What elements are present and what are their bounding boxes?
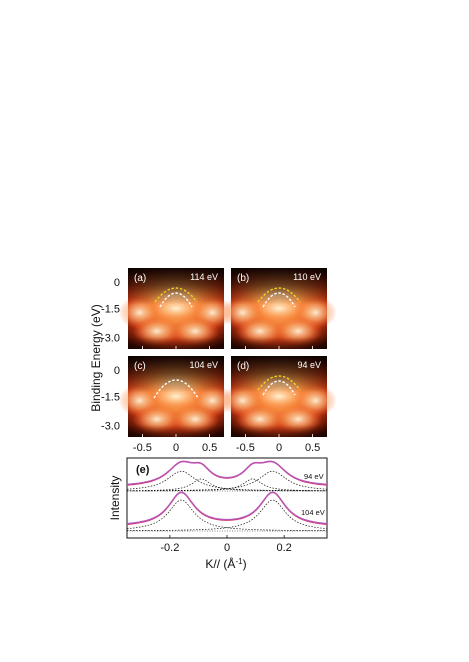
panel-shade (231, 356, 327, 437)
panel-shade (231, 268, 327, 349)
x-tick-label: 0.5 (202, 442, 217, 454)
panel-energy: 114 eV (190, 272, 218, 282)
arpes-panels: (a) 114 eV (b) 110 eV (c) 104 eV (d) 94 eV (118, 268, 337, 437)
mdc-x-label-close: ) (243, 557, 247, 571)
y-tick-label: 0 (114, 365, 120, 377)
y-tick-label: -3.0 (101, 333, 120, 345)
x-tick-label: 0.5 (305, 442, 320, 454)
y-tick-label: 0 (114, 277, 120, 289)
mdc-curves (126, 460, 328, 532)
mdc-x-tick-label: 0.2 (276, 542, 291, 554)
mdc-x-tick-label: 0 (224, 542, 230, 554)
arpes-panel-3: (c) 104 eV (118, 356, 234, 437)
panel-energy: 94 eV (297, 360, 321, 370)
band-inner-white (159, 292, 193, 308)
band-inner-white (262, 380, 296, 396)
x-tick-label: 0 (173, 442, 179, 454)
arpes-panel-4: (d) 94 eV (221, 356, 337, 437)
arpes-panel-1: (a) 114 eV (118, 268, 234, 349)
mdc-x-axis-label: K// (Å-1) (205, 556, 246, 571)
mdc-panel-letter: (e) (136, 464, 150, 476)
mdc-panel: (e) 94 eV 104 eV -0.2 0 0.2 Intensity K// … (108, 457, 328, 571)
panel-letter: (b) (237, 273, 249, 284)
arpes-y-axis-label: Binding Energy (eV) (89, 304, 103, 411)
mdc-x-label-unit: (Å (220, 556, 235, 571)
panel-shade (128, 268, 224, 349)
mdc-94-fit (126, 461, 328, 485)
band-outer-yellow (257, 287, 301, 303)
arpes-x-tick-labels: -0.5 0 0.5 -0.5 0 0.5 (133, 442, 320, 454)
mdc-y-axis-label: Intensity (108, 476, 122, 521)
mdc-curve-label-94: 94 eV (304, 472, 324, 481)
band-outer-yellow (154, 287, 198, 303)
panel-letter: (a) (134, 273, 146, 284)
mdc-104-component (126, 499, 327, 531)
panel-letter: (c) (134, 361, 146, 372)
y-tick-label: -3.0 (101, 421, 120, 433)
panel-energy: 104 eV (189, 360, 218, 370)
band-outer-yellow (257, 375, 301, 391)
panel-shade (128, 356, 224, 437)
mdc-94-component (127, 478, 327, 492)
band-inner-white (262, 292, 296, 308)
mdc-104-component (127, 499, 328, 531)
mdc-x-tick-label: -0.2 (160, 542, 179, 554)
y-tick-label: -1.5 (101, 304, 120, 316)
x-tick-label: -0.5 (133, 442, 152, 454)
panel-letter: (d) (237, 361, 249, 372)
x-tick-label: 0 (276, 442, 282, 454)
mdc-104-fit (126, 491, 328, 524)
mdc-frame (126, 457, 328, 539)
mdc-x-label-k: K// (205, 557, 220, 571)
panel-energy: 110 eV (293, 272, 321, 282)
y-tick-label: -1.5 (101, 392, 120, 404)
mdc-curve-label-104: 104 eV (301, 508, 325, 517)
x-tick-label: -0.5 (236, 442, 255, 454)
band-white (153, 379, 199, 399)
arpes-y-tick-labels: 0 -1.5 -3.0 0 -1.5 -3.0 (101, 277, 120, 433)
mdc-x-label-sup: -1 (235, 557, 243, 566)
mdc-x-ticks: -0.2 0 0.2 (160, 535, 292, 554)
arpes-panel-2: (b) 110 eV (221, 268, 337, 349)
